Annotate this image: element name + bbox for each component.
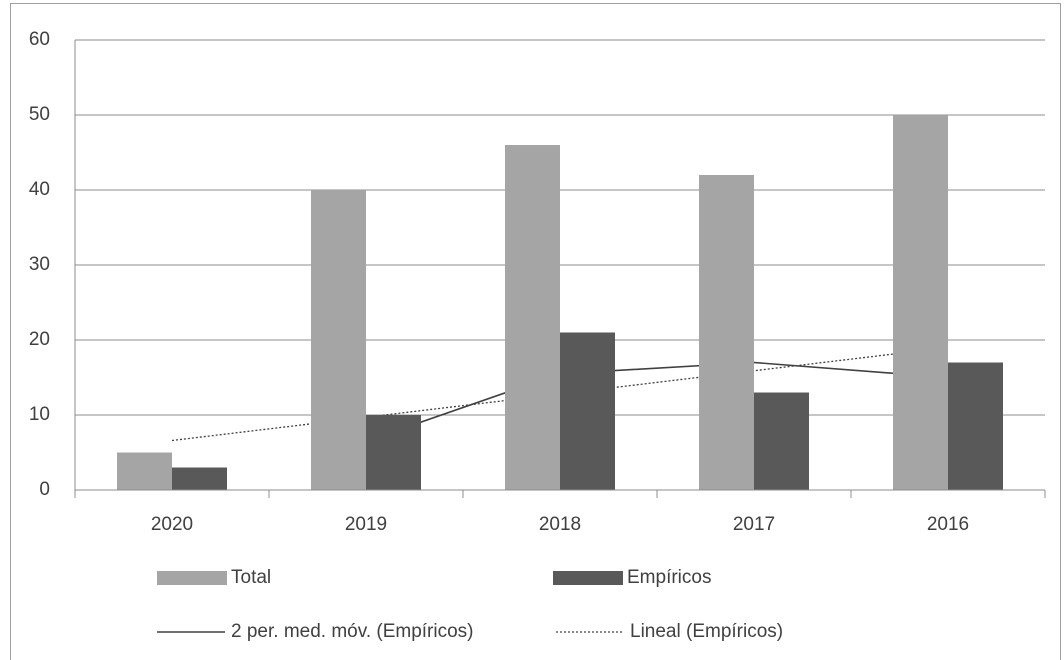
legend-swatch — [553, 571, 623, 585]
legend-label: Lineal (Empíricos) — [630, 621, 783, 642]
y-tick-label: 60 — [29, 29, 50, 50]
bar — [366, 415, 421, 490]
y-tick-label: 30 — [29, 254, 50, 275]
trend-line — [365, 361, 949, 443]
legend-label: Empíricos — [627, 567, 711, 588]
bar — [893, 115, 948, 490]
legend-swatch — [157, 571, 227, 585]
bar — [117, 452, 172, 490]
y-tick-label: 0 — [39, 479, 50, 500]
bar — [754, 392, 809, 490]
bar — [699, 175, 754, 490]
x-tick-label: 2019 — [345, 514, 387, 535]
y-tick-label: 40 — [29, 179, 50, 200]
x-tick-label: 2017 — [733, 514, 775, 535]
bar — [505, 145, 560, 490]
x-tick-label: 2020 — [151, 514, 193, 535]
bar — [172, 467, 227, 490]
x-tick-label: 2016 — [927, 514, 969, 535]
bar — [311, 190, 366, 490]
y-tick-label: 50 — [29, 104, 50, 125]
x-tick-label: 2018 — [539, 514, 581, 535]
y-tick-label: 10 — [29, 404, 50, 425]
bar — [560, 332, 615, 490]
legend-label: 2 per. med. móv. (Empíricos) — [231, 621, 474, 642]
legend-label: Total — [231, 567, 271, 588]
y-tick-label: 20 — [29, 329, 50, 350]
bar — [948, 362, 1003, 490]
